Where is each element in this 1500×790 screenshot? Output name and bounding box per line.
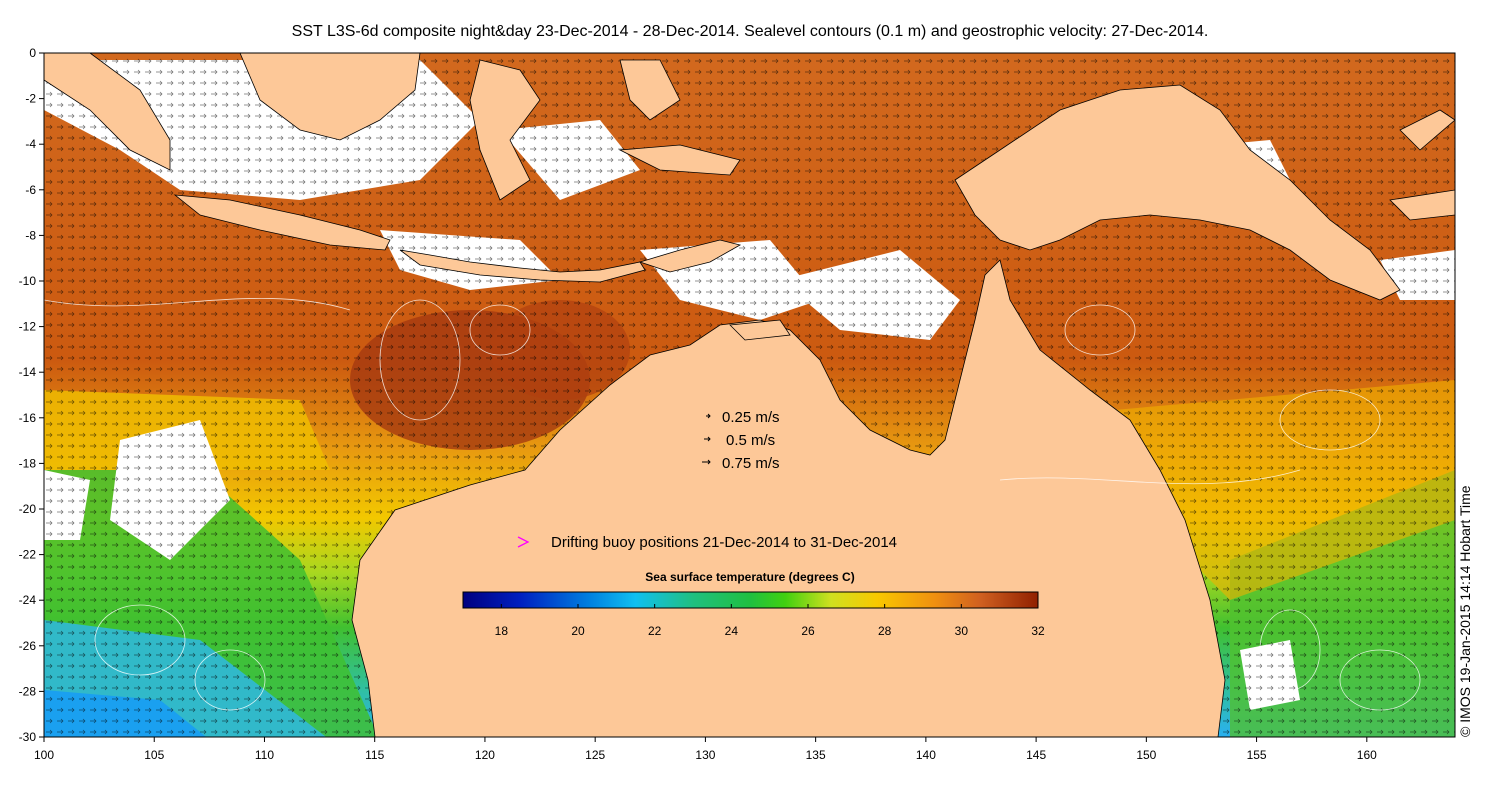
velocity-arrow-icon bbox=[702, 459, 711, 465]
y-tick-label: -8 bbox=[25, 228, 36, 242]
y-tick-label: 0 bbox=[29, 46, 36, 60]
x-tick-label: 120 bbox=[475, 748, 495, 762]
credit-text: © IMOS 19-Jan-2015 14:14 Hobart Time bbox=[1457, 485, 1473, 737]
x-tick-label: 115 bbox=[365, 748, 384, 762]
colorbar: Sea surface temperature (degrees C) 18 20… bbox=[462, 570, 1045, 638]
timor-island bbox=[638, 239, 742, 273]
colorbar-tick-label: 28 bbox=[878, 624, 892, 638]
y-tick-label: -18 bbox=[19, 456, 37, 470]
java-landmass bbox=[173, 194, 391, 251]
x-tick-label: 145 bbox=[1026, 748, 1046, 762]
velocity-legend-label: 0.75 m/s bbox=[722, 455, 780, 472]
y-tick-label: -28 bbox=[19, 684, 37, 698]
y-tick-label: -6 bbox=[25, 183, 36, 197]
y-tick-label: -24 bbox=[19, 593, 37, 607]
plot-area bbox=[44, 53, 1455, 737]
velocity-arrow-icon bbox=[704, 436, 711, 442]
melville-island bbox=[729, 319, 791, 341]
velocity-arrow-icon bbox=[706, 413, 711, 419]
sulawesi-landmass bbox=[469, 59, 541, 201]
colorbar-tick-label: 22 bbox=[648, 624, 662, 638]
x-tick-label: 135 bbox=[806, 748, 826, 762]
x-tick-label: 155 bbox=[1247, 748, 1267, 762]
velocity-legend-label: 0.5 m/s bbox=[726, 432, 775, 449]
plot-frame bbox=[43, 52, 1456, 738]
australia-landmass bbox=[351, 259, 1226, 737]
map-title: SST L3S-6d composite night&day 23-Dec-20… bbox=[291, 23, 1209, 40]
colorbar-tick-label: 26 bbox=[801, 624, 815, 638]
colorbar-tick-label: 18 bbox=[495, 624, 509, 638]
sealevel-contours bbox=[44, 298, 1421, 711]
velocity-legend-label: 0.25 m/s bbox=[722, 409, 780, 426]
x-tick-label: 140 bbox=[916, 748, 936, 762]
sumatra-landmass bbox=[44, 53, 171, 171]
colorbar-tick-label: 32 bbox=[1031, 624, 1045, 638]
colorbar-title: Sea surface temperature (degrees C) bbox=[645, 570, 854, 584]
colorbar-tick-label: 24 bbox=[725, 624, 739, 638]
seram-island bbox=[618, 144, 741, 176]
y-axis: 0 -2 -4 -6 -8 -10 -12 -14 -16 -18 -20 -22 -24 -26 -28 -… bbox=[19, 46, 44, 744]
y-tick-label: -12 bbox=[19, 320, 37, 334]
x-tick-label: 100 bbox=[34, 748, 54, 762]
x-tick-label: 160 bbox=[1357, 748, 1377, 762]
x-tick-label: 125 bbox=[585, 748, 605, 762]
y-tick-label: -30 bbox=[19, 730, 37, 744]
colorbar-tick-label: 30 bbox=[955, 624, 969, 638]
y-tick-label: -4 bbox=[25, 137, 36, 151]
x-tick-label: 150 bbox=[1136, 748, 1156, 762]
x-axis: 100 105 110 115 120 125 130 135 140 145 150 155 160 bbox=[34, 737, 1377, 762]
velocity-legend: 0.25 m/s 0.5 m/s 0.75 m/s bbox=[702, 409, 780, 472]
velocity-legend-item: 0.25 m/s bbox=[706, 409, 780, 426]
velocity-legend-item: 0.5 m/s bbox=[704, 432, 775, 449]
velocity-legend-item: 0.75 m/s bbox=[702, 455, 780, 472]
new-britain-island bbox=[1389, 189, 1455, 221]
x-tick-label: 110 bbox=[255, 748, 274, 762]
y-tick-label: -2 bbox=[25, 92, 36, 106]
land bbox=[44, 53, 1455, 737]
halmahera-island bbox=[619, 59, 681, 121]
y-tick-label: -16 bbox=[19, 411, 37, 425]
y-tick-label: -20 bbox=[19, 502, 37, 516]
x-tick-label: 130 bbox=[695, 748, 715, 762]
y-tick-label: -14 bbox=[19, 365, 37, 379]
y-tick-label: -22 bbox=[19, 548, 37, 562]
colorbar-gradient bbox=[462, 591, 1039, 609]
buoy-legend: Drifting buoy positions 21-Dec-2014 to 3… bbox=[517, 534, 897, 551]
buoy-legend-label: Drifting buoy positions 21-Dec-2014 to 3… bbox=[551, 534, 897, 551]
colorbar-ticks: 18 20 22 24 26 28 30 32 bbox=[495, 604, 1045, 638]
colorbar-tick-label: 20 bbox=[571, 624, 585, 638]
x-tick-label: 105 bbox=[144, 748, 164, 762]
new-ireland-island bbox=[1399, 109, 1455, 151]
borneo-landmass bbox=[239, 53, 421, 141]
buoy-marker-icon bbox=[517, 536, 530, 548]
y-tick-label: -10 bbox=[19, 274, 37, 288]
new-guinea-landmass bbox=[954, 84, 1401, 301]
y-tick-label: -26 bbox=[19, 639, 37, 653]
